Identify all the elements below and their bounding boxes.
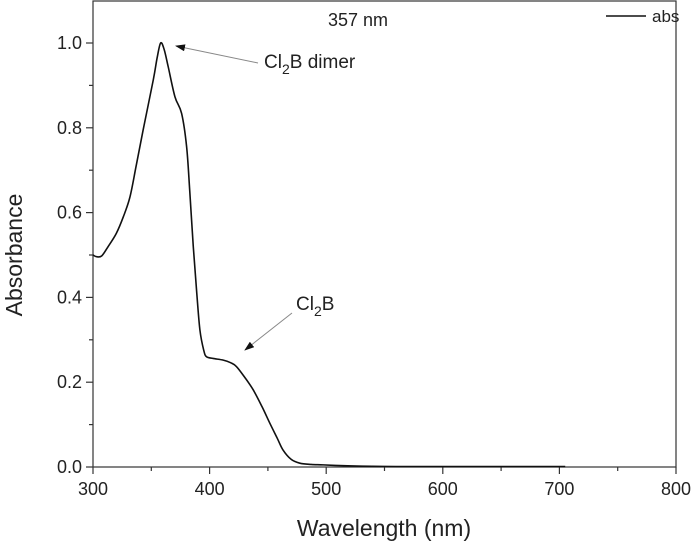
dimer-label: Cl2B dimer <box>264 52 356 77</box>
peak-label: 357 nm <box>328 10 388 30</box>
monomer-label: Cl2B <box>296 294 334 319</box>
y-tick-label: 0.0 <box>57 457 82 477</box>
y-tick-label: 0.2 <box>57 372 82 392</box>
x-tick-label: 500 <box>311 479 341 499</box>
x-tick-label: 800 <box>661 479 691 499</box>
y-tick-label: 0.4 <box>57 287 82 307</box>
y-tick-label: 1.0 <box>57 33 82 53</box>
monomer-arrow <box>244 312 293 351</box>
x-tick-label: 600 <box>428 479 458 499</box>
series-line-abs <box>92 41 566 468</box>
x-tick-label: 300 <box>78 479 108 499</box>
legend-label: abs <box>652 7 679 26</box>
y-tick-label: 0.8 <box>57 118 82 138</box>
x-axis-label: Wavelength (nm) <box>297 515 471 541</box>
dimer-arrow <box>175 44 259 64</box>
x-tick-label: 700 <box>544 479 574 499</box>
plot-frame <box>92 0 677 468</box>
y-axis: 0.0 0.2 0.4 0.6 0.8 1.0 <box>57 33 93 477</box>
y-axis-label: Absorbance <box>1 194 27 317</box>
y-tick-label: 0.6 <box>57 203 82 223</box>
x-axis: 300 400 500 600 700 800 <box>78 467 691 499</box>
x-tick-label: 400 <box>195 479 225 499</box>
legend: abs <box>606 7 679 26</box>
